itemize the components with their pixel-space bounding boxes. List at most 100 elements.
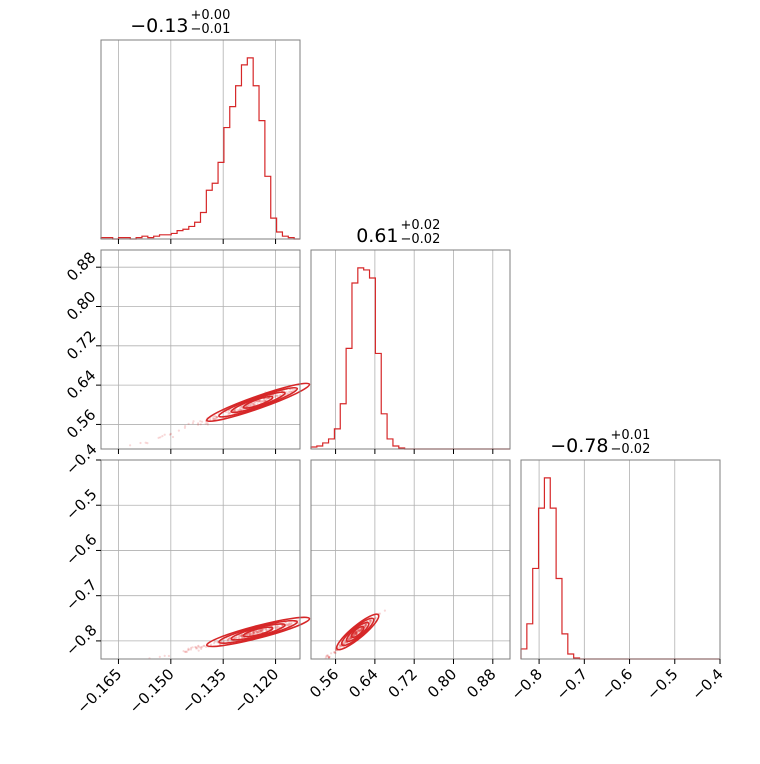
- joint-0-2-point-258: [240, 634, 243, 638]
- joint-1-2-point-199: [328, 655, 331, 658]
- joint-1-2-point-147: [355, 632, 358, 635]
- joint-0-2-point-241: [248, 632, 251, 635]
- hist-0-frame: [100, 39, 301, 240]
- joint-0-2-point-246: [275, 626, 278, 629]
- joint-1-2-point-112: [349, 636, 352, 639]
- joint-0-1-point-242: [239, 408, 242, 411]
- joint-1-2-point-2: [349, 637, 352, 640]
- joint-0-1-point-50: [251, 402, 254, 406]
- joint-1-2-point-198: [358, 629, 361, 632]
- joint-0-2-point-36: [257, 630, 260, 634]
- joint-0-2-point-176: [285, 623, 288, 627]
- joint-0-1-point-102: [197, 423, 200, 426]
- joint-1-2-point-25: [354, 633, 357, 636]
- joint-0-2-point-107: [189, 648, 193, 651]
- ytick-label-2-3: −0.5: [62, 485, 100, 523]
- hist-1-title-minus: −0.02: [401, 232, 441, 247]
- joint-1-2-point-164: [344, 641, 347, 644]
- hist-1-title-value: 0.61: [356, 225, 398, 247]
- joint-1-2-point-145: [353, 634, 356, 637]
- joint-0-1-point-18: [240, 405, 243, 408]
- joint-0-2-point-254: [263, 628, 267, 631]
- joint-0-1-point-211: [216, 415, 219, 418]
- xtick-label-0-0: −0.165: [73, 665, 125, 717]
- joint-0-2-point-190: [259, 629, 262, 633]
- joint-0-1-point-186: [201, 420, 204, 423]
- joint-0-2-point-164: [259, 629, 262, 632]
- hist-0-title-plus: +0.00: [191, 8, 231, 23]
- joint-1-2-point-120: [369, 620, 372, 623]
- joint-1-2-point-115: [374, 616, 377, 619]
- joint-0-1-point-44: [161, 435, 164, 438]
- joint-1-2-contour-0: [350, 625, 365, 639]
- joint-0-2-point-110: [191, 646, 194, 649]
- joint-0-1-contour-3: [205, 382, 311, 423]
- joint-0-1-contour-1: [230, 391, 286, 414]
- joint-0-2-point-170: [240, 635, 243, 638]
- joint-1-2-point-214: [351, 634, 355, 637]
- joint-1-2-point-53: [327, 656, 330, 659]
- joint-1-2-point-158: [356, 629, 359, 632]
- joint-1-2-point-80: [354, 631, 357, 634]
- joint-1-2-point-174: [349, 637, 352, 640]
- joint-0-2-point-175: [240, 634, 243, 637]
- joint-1-2-point-138: [360, 627, 363, 630]
- joint-1-2-point-75: [356, 631, 359, 634]
- joint-0-2-point-83: [228, 637, 231, 640]
- joint-0-2-point-79: [235, 636, 238, 640]
- joint-0-2-point-75: [276, 625, 279, 628]
- joint-0-2-contour-1: [230, 623, 286, 641]
- joint-0-2-point-120: [253, 630, 256, 633]
- joint-1-2-point-223: [343, 641, 346, 644]
- joint-1-2-point-142: [333, 650, 336, 654]
- joint-0-2-point-90: [290, 623, 293, 626]
- joint-1-2-point-4: [344, 640, 347, 643]
- joint-0-2-point-197: [245, 633, 248, 637]
- joint-0-2-point-259: [195, 647, 198, 650]
- joint-0-2-point-20: [251, 631, 254, 634]
- joint-0-1-point-61: [248, 404, 251, 407]
- hist-0-steps: [100, 57, 300, 240]
- joint-1-2-point-257: [370, 618, 373, 622]
- joint-1-2-point-30: [374, 616, 377, 620]
- joint-1-2-point-68: [354, 631, 357, 635]
- joint-0-2-point-41: [167, 654, 170, 658]
- joint-1-2-point-205: [355, 632, 358, 635]
- ytick-label-1-1: 0.64: [63, 366, 99, 402]
- joint-0-2-point-249: [209, 643, 213, 646]
- joint-0-1-point-129: [268, 397, 271, 400]
- joint-0-1-point-239: [204, 422, 207, 425]
- joint-0-2-point-150: [258, 630, 261, 633]
- ytick-label-1-2: 0.72: [63, 327, 99, 363]
- joint-0-1-point-13: [168, 433, 172, 436]
- joint-1-2-point-236: [370, 619, 373, 623]
- joint-0-2-point-209: [258, 631, 261, 634]
- joint-0-1-point-228: [232, 409, 235, 413]
- joint-0-1-point-95: [159, 436, 162, 439]
- joint-1-2-point-29: [355, 630, 358, 633]
- joint-1-2-point-131: [355, 631, 358, 634]
- joint-0-2-point-88: [239, 634, 242, 637]
- joint-0-2-point-21: [253, 631, 256, 634]
- joint-0-1-point-37: [253, 403, 256, 406]
- joint-1-2-point-188: [361, 627, 364, 630]
- joint-0-2-point-86: [275, 627, 278, 630]
- joint-0-2-point-102: [252, 631, 255, 634]
- joint-0-1-point-208: [144, 441, 147, 444]
- joint-0-2-point-184: [297, 622, 300, 625]
- joint-1-2-point-127: [328, 656, 331, 659]
- joint-0-1-point-212: [276, 394, 279, 397]
- joint-1-2-point-222: [337, 646, 340, 649]
- joint-0-2-point-250: [287, 624, 290, 627]
- joint-0-1-point-139: [252, 402, 255, 405]
- joint-0-2-point-51: [290, 621, 293, 624]
- joint-0-2-point-252: [260, 628, 263, 632]
- joint-1-2-point-99: [338, 645, 342, 648]
- xtick-label-2-4: −0.4: [688, 665, 726, 703]
- joint-1-2-point-85: [353, 633, 356, 636]
- joint-0-1-point-240: [279, 394, 282, 397]
- joint-1-2-point-86: [354, 631, 357, 634]
- hist-2-title-value: −0.78: [550, 435, 608, 457]
- xtick-label-1-1: 0.64: [345, 665, 381, 701]
- joint-0-2-point-139: [228, 637, 231, 640]
